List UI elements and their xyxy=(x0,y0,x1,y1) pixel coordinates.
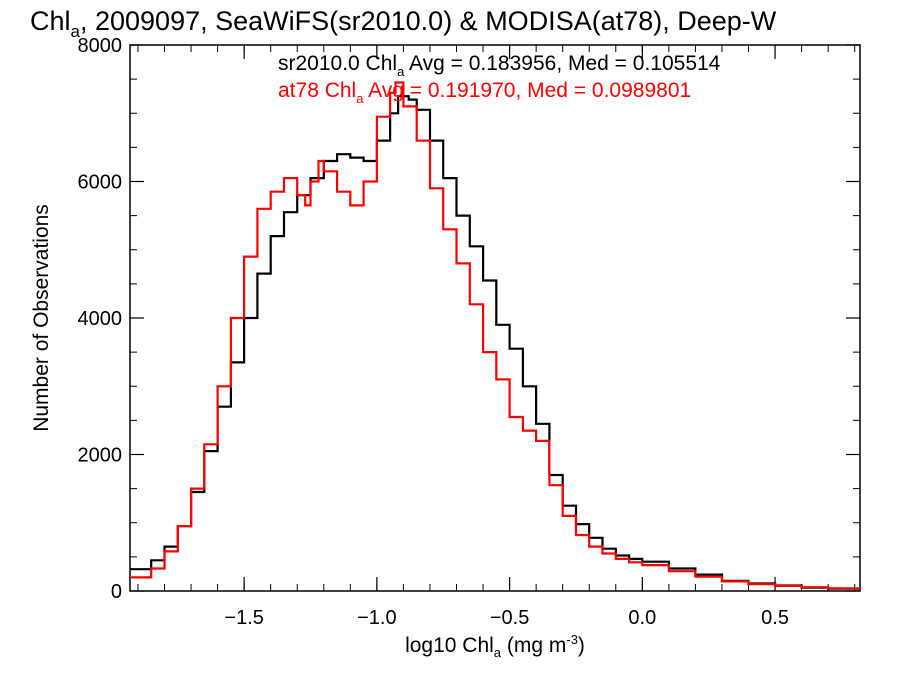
y-axis-label: Number of Observations xyxy=(30,204,53,432)
x-tick-label: 0.5 xyxy=(761,607,789,629)
title-sub: a xyxy=(71,22,81,41)
axis-ticks xyxy=(130,44,860,592)
series-line-at78 xyxy=(130,81,862,590)
x-tick-labels: −1.5 −1.0 −0.5 0.0 0.5 xyxy=(224,607,789,629)
y-tick-label: 6000 xyxy=(78,172,123,194)
stat-sr2010: sr2010.0 Chla Avg = 0.183956, Med = 0.10… xyxy=(278,52,721,79)
x-tick-label: −1.0 xyxy=(357,607,396,629)
chart-title: Chla, 2009097, SeaWiFS(sr2010.0) & MODIS… xyxy=(30,6,777,41)
y-tick-label: 4000 xyxy=(78,308,123,330)
stat-at78: at78 Chla Avg = 0.191970, Med = 0.098980… xyxy=(278,79,691,106)
x-tick-label: −0.5 xyxy=(490,607,529,629)
y-tick-label: 0 xyxy=(111,581,122,603)
y-tick-label: 8000 xyxy=(78,35,123,57)
title-post: , 2009097, SeaWiFS(sr2010.0) & MODISA(at… xyxy=(80,6,777,36)
y-tick-labels: 0 2000 4000 6000 8000 xyxy=(78,35,123,603)
x-tick-label: −1.5 xyxy=(224,607,263,629)
x-tick-label: 0.0 xyxy=(628,607,656,629)
series-layer xyxy=(130,81,862,590)
x-axis-label: log10 Chla (mg m-3) xyxy=(405,632,585,660)
y-tick-label: 2000 xyxy=(78,445,123,467)
series-line-sr2010-0 xyxy=(130,95,862,590)
title-pre: Chl xyxy=(30,6,71,36)
